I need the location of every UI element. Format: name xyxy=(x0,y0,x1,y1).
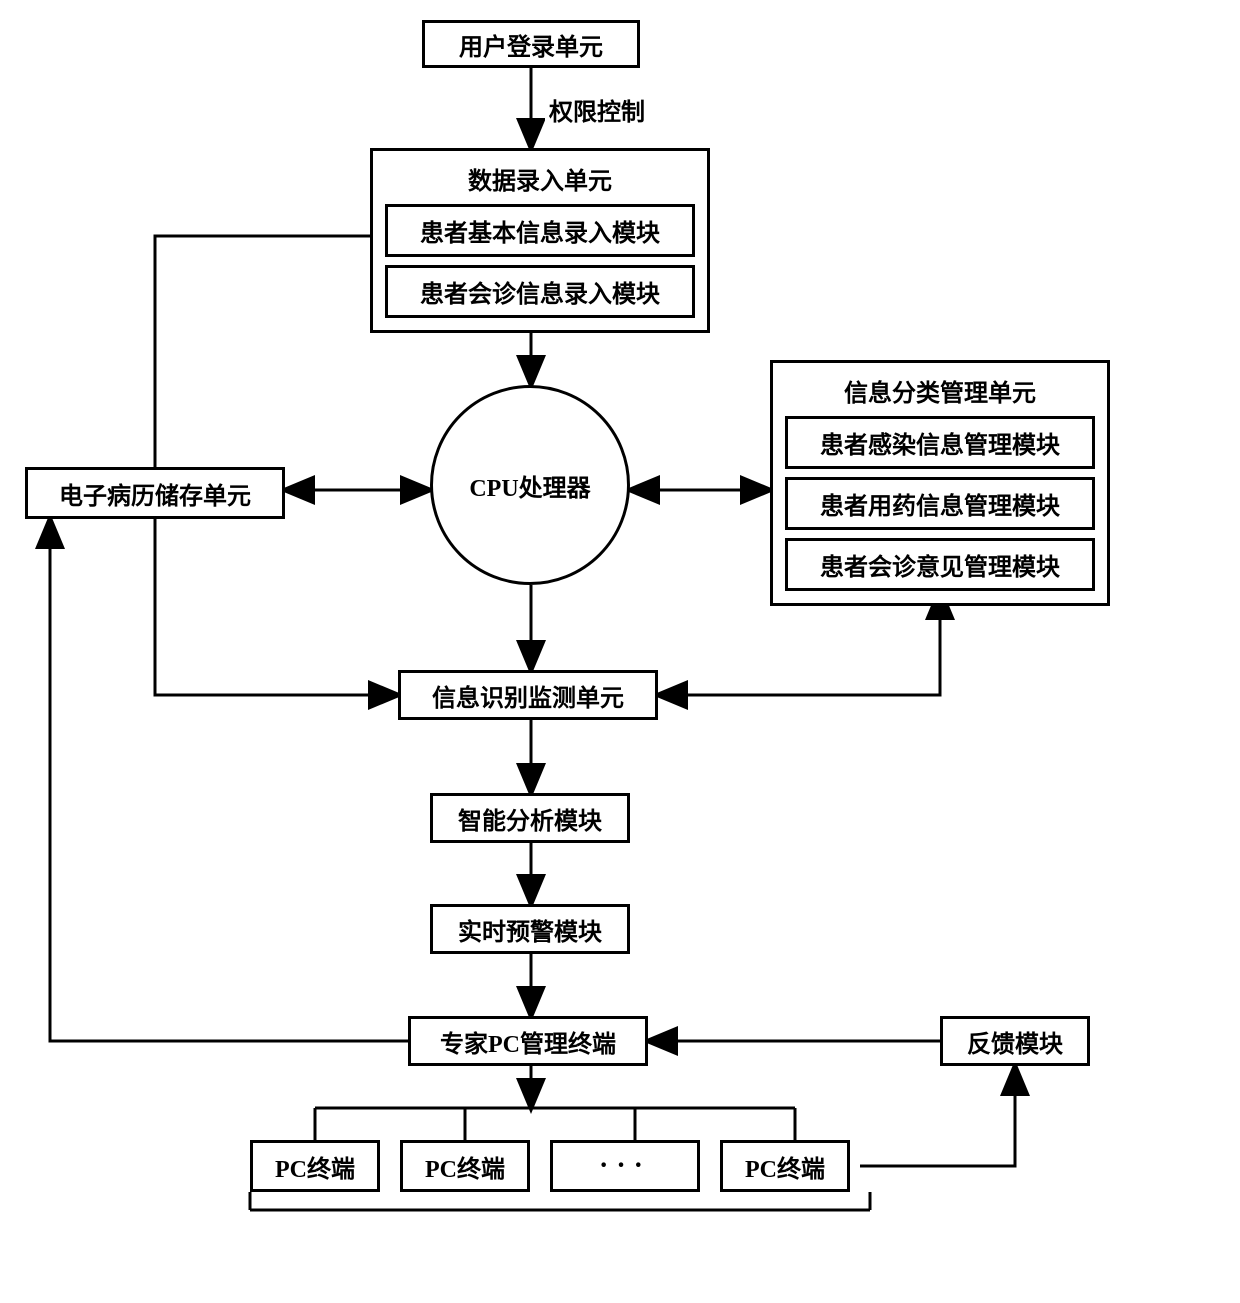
info-classify-unit: 信息分类管理单元 患者感染信息管理模块 患者用药信息管理模块 患者会诊意见管理模… xyxy=(770,360,1110,606)
realtime-alert-module: 实时预警模块 xyxy=(430,904,630,954)
infection-mgmt-module: 患者感染信息管理模块 xyxy=(785,416,1095,469)
patient-basic-info-module: 患者基本信息录入模块 xyxy=(385,204,695,257)
user-login-label: 用户登录单元 xyxy=(459,27,603,62)
consult-opinion-mgmt-module: 患者会诊意见管理模块 xyxy=(785,538,1095,591)
pc-terminal-n: PC终端 xyxy=(720,1140,850,1192)
emr-storage-unit: 电子病历储存单元 xyxy=(25,467,285,519)
expert-pc-terminal: 专家PC管理终端 xyxy=(408,1016,648,1066)
data-entry-title: 数据录入单元 xyxy=(385,161,695,196)
medication-mgmt-module: 患者用药信息管理模块 xyxy=(785,477,1095,530)
patient-consult-info-module: 患者会诊信息录入模块 xyxy=(385,265,695,318)
cpu-processor: CPU处理器 xyxy=(430,385,630,585)
pc-terminal-2: PC终端 xyxy=(400,1140,530,1192)
info-detect-unit: 信息识别监测单元 xyxy=(398,670,658,720)
smart-analysis-module: 智能分析模块 xyxy=(430,793,630,843)
permission-control-label: 权限控制 xyxy=(545,92,649,127)
feedback-module: 反馈模块 xyxy=(940,1016,1090,1066)
pc-terminal-row: PC终端 PC终端 ··· PC终端 xyxy=(250,1140,850,1192)
flowchart-diagram: 用户登录单元 权限控制 数据录入单元 患者基本信息录入模块 患者会诊信息录入模块… xyxy=(0,0,1240,1303)
pc-terminal-1: PC终端 xyxy=(250,1140,380,1192)
info-classify-title: 信息分类管理单元 xyxy=(785,373,1095,408)
pc-terminal-dots: ··· xyxy=(550,1140,700,1192)
data-entry-unit: 数据录入单元 患者基本信息录入模块 患者会诊信息录入模块 xyxy=(370,148,710,333)
user-login-unit: 用户登录单元 xyxy=(422,20,640,68)
